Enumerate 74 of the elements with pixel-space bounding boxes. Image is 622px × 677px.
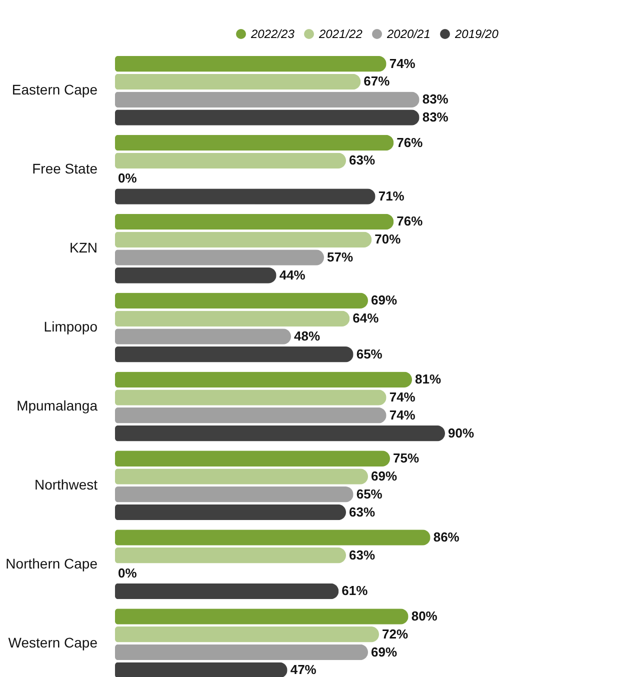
bar xyxy=(115,450,390,466)
bar xyxy=(115,425,445,442)
bar xyxy=(115,268,276,284)
bar xyxy=(115,530,430,546)
bar xyxy=(115,626,379,642)
data-label: 69% xyxy=(371,468,398,484)
data-label: 65% xyxy=(356,346,383,362)
data-label: 67% xyxy=(364,74,390,89)
data-label: 76% xyxy=(396,214,424,229)
y-tick-label: KZN xyxy=(70,240,98,256)
data-label: 74% xyxy=(389,390,416,405)
bar xyxy=(115,134,394,151)
bar xyxy=(115,408,386,424)
y-tick-label: Limpopo xyxy=(44,318,98,335)
data-label: 80% xyxy=(411,608,438,624)
legend-label: 2020/21 xyxy=(386,27,430,41)
data-label: 69% xyxy=(371,292,398,308)
y-tick-label: Northwest xyxy=(34,476,98,492)
bar xyxy=(115,92,420,108)
data-label: 74% xyxy=(389,407,416,422)
data-label: 83% xyxy=(422,92,449,107)
data-label: 0% xyxy=(118,170,138,186)
y-tick-label: Western Cape xyxy=(8,634,98,650)
bar xyxy=(115,390,386,406)
legend-label: 2019/20 xyxy=(454,27,499,41)
bar xyxy=(115,548,346,564)
bar xyxy=(115,372,412,388)
bar xyxy=(115,56,386,72)
bar xyxy=(115,110,420,126)
bar xyxy=(115,662,288,677)
data-label: 57% xyxy=(327,250,354,265)
data-label: 48% xyxy=(294,328,320,344)
y-tick-label: Northern Cape xyxy=(6,555,98,572)
bar xyxy=(115,292,368,309)
bar xyxy=(115,644,368,660)
y-tick-label: Eastern Cape xyxy=(12,82,98,98)
data-label: 75% xyxy=(393,450,420,466)
data-label: 63% xyxy=(349,547,376,562)
data-label: 69% xyxy=(371,644,398,660)
bar xyxy=(115,310,350,326)
data-label: 72% xyxy=(382,626,408,642)
data-label: 47% xyxy=(290,662,317,677)
bar xyxy=(115,328,291,344)
data-label: 76% xyxy=(396,134,424,150)
y-tick-label: Free State xyxy=(32,160,98,177)
data-label: 63% xyxy=(349,504,376,520)
data-label: 81% xyxy=(415,372,442,387)
bar xyxy=(115,486,354,502)
data-label: 90% xyxy=(448,425,474,440)
bar xyxy=(115,214,394,230)
y-tick-label: Mpumalanga xyxy=(16,397,98,414)
bar xyxy=(115,152,346,169)
bar xyxy=(115,188,376,204)
data-label: 86% xyxy=(433,530,460,545)
bar xyxy=(115,74,361,90)
data-label: 61% xyxy=(342,583,368,598)
bar xyxy=(115,583,339,600)
data-label: 0% xyxy=(118,565,138,580)
bar xyxy=(115,468,368,484)
data-label: 64% xyxy=(352,310,380,326)
data-label: 65% xyxy=(356,486,383,502)
bar xyxy=(115,504,346,520)
data-label: 74% xyxy=(389,56,416,71)
legend-label: 2021/22 xyxy=(318,27,363,41)
bar xyxy=(115,250,324,266)
data-label: 83% xyxy=(422,110,449,125)
legend-label: 2022/23 xyxy=(250,27,295,41)
data-label: 63% xyxy=(349,152,376,168)
bar xyxy=(115,232,372,248)
bar xyxy=(115,608,408,624)
data-label: 44% xyxy=(279,267,306,282)
data-label: 71% xyxy=(378,188,405,204)
data-label: 70% xyxy=(374,232,402,247)
bar xyxy=(115,346,354,362)
